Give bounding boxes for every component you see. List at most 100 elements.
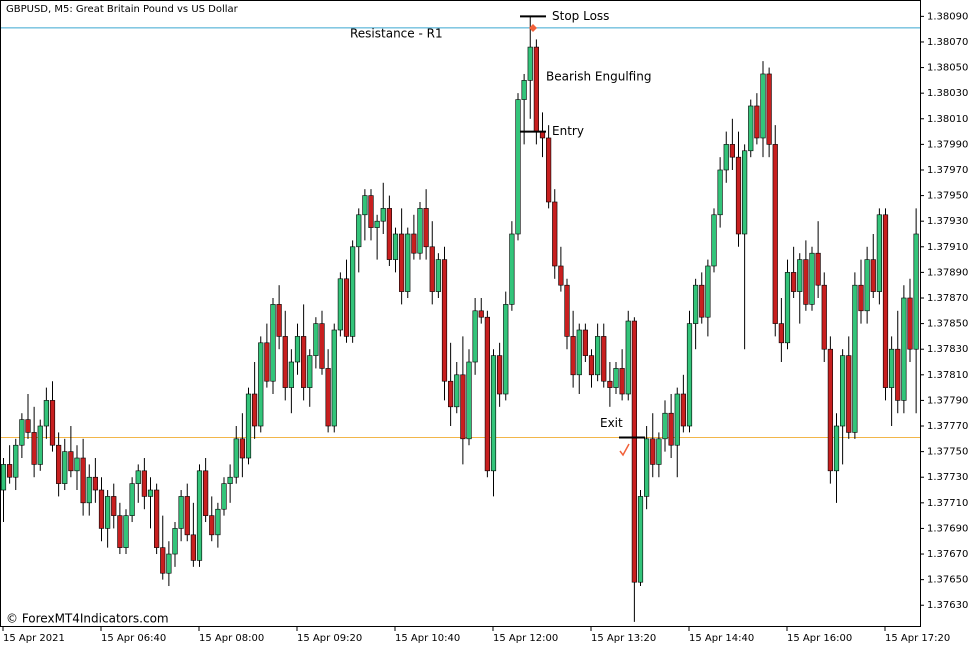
candle-body: [576, 329, 582, 376]
y-tick-label: 1.37890: [927, 267, 968, 278]
candle-body: [901, 297, 907, 401]
candle-body: [907, 297, 913, 350]
candle-body: [448, 380, 454, 408]
candle-body: [276, 304, 282, 337]
candle-body: [356, 214, 362, 248]
candle-body: [43, 400, 49, 427]
candle-body: [809, 252, 815, 305]
candle-body: [503, 304, 509, 395]
candle-body: [686, 323, 693, 427]
candle-body: [754, 105, 760, 139]
candle-body: [178, 496, 184, 529]
candle-body: [172, 528, 178, 555]
trade-level-label: Stop Loss: [552, 9, 609, 23]
candle-body: [650, 438, 656, 465]
candle-body: [472, 310, 478, 363]
candle-body: [196, 470, 203, 561]
candle-body: [92, 476, 98, 491]
candle-body: [405, 233, 411, 292]
x-tick-label: 15 Apr 17:20: [885, 633, 950, 644]
candle-body: [399, 233, 405, 292]
candle-body: [331, 329, 337, 427]
y-tick-label: 1.37650: [927, 575, 968, 586]
candle-body: [680, 393, 686, 427]
y-tick-label: 1.37870: [927, 293, 968, 304]
candle-body: [227, 476, 233, 484]
candle-body: [858, 284, 864, 312]
candle-body: [515, 99, 521, 235]
candle-body: [62, 451, 68, 484]
candle-body: [86, 476, 92, 504]
trade-level-label: Exit: [600, 416, 623, 430]
candle-body: [25, 419, 31, 433]
candle-body: [864, 259, 870, 312]
y-tick-label: 1.37790: [927, 395, 968, 406]
x-tick-label: 15 Apr 14:40: [689, 633, 754, 644]
candle-body: [656, 438, 662, 465]
candle-body: [876, 214, 882, 292]
candle-body: [160, 547, 166, 574]
candle-body: [7, 464, 13, 478]
candle-body: [166, 553, 172, 574]
candle-body: [13, 444, 19, 478]
candle-body: [889, 348, 895, 388]
candle-body: [31, 432, 37, 465]
candle-body: [209, 515, 215, 536]
candle-body: [913, 233, 919, 350]
candle-body: [386, 208, 392, 260]
candle-body: [613, 368, 619, 388]
candle-body: [637, 496, 644, 583]
y-tick-label: 1.38050: [927, 63, 968, 74]
candle-body: [294, 336, 301, 363]
candle-body: [74, 457, 80, 472]
candle-body: [882, 214, 889, 388]
y-tick-label: 1.37750: [927, 447, 968, 458]
candle-body: [350, 246, 356, 337]
candle-body: [307, 355, 313, 388]
candle-body: [417, 208, 423, 254]
candle-body: [791, 272, 797, 292]
candle-body: [742, 150, 748, 235]
candle-body: [895, 348, 901, 401]
candle-body: [184, 496, 190, 536]
candle-body: [723, 144, 729, 171]
y-tick-label: 1.37830: [927, 344, 968, 355]
candle-body: [833, 425, 840, 472]
y-tick-label: 1.37630: [927, 600, 968, 611]
candle-body: [288, 361, 294, 388]
candle-body: [509, 233, 515, 305]
candle-body: [760, 73, 766, 139]
plot-frame: [0, 0, 921, 627]
candle-body: [729, 144, 735, 158]
candle-body: [527, 46, 533, 81]
candle-body: [870, 259, 876, 292]
candle-body: [840, 355, 846, 427]
candle-body: [117, 515, 123, 548]
exit-check: [619, 443, 630, 457]
x-tick-label: 15 Apr 12:00: [493, 633, 558, 644]
candle-body: [778, 323, 784, 344]
y-tick-label: 1.37810: [927, 370, 968, 381]
candle-body: [533, 46, 539, 132]
candle-body: [203, 470, 209, 516]
candle-body: [852, 284, 858, 433]
candle-body: [815, 252, 821, 286]
candle-body: [215, 508, 221, 536]
x-tick-label: 15 Apr 08:00: [199, 633, 264, 644]
y-tick-label: 1.37950: [927, 191, 968, 202]
candle-body: [49, 400, 56, 446]
y-tick-label: 1.37970: [927, 165, 968, 176]
candle-body: [821, 284, 827, 350]
candle-body: [601, 336, 607, 382]
candle-body: [735, 156, 742, 235]
candle-body: [588, 355, 595, 376]
candle-body: [264, 342, 270, 382]
candle-body: [429, 246, 435, 292]
candle-body: [380, 208, 386, 222]
candle-body: [239, 438, 245, 459]
candle-body: [552, 201, 558, 267]
trade-level-label: Entry: [552, 124, 584, 138]
candle-body: [135, 470, 141, 484]
credit: © ForexMT4Indicators.com: [6, 612, 169, 626]
